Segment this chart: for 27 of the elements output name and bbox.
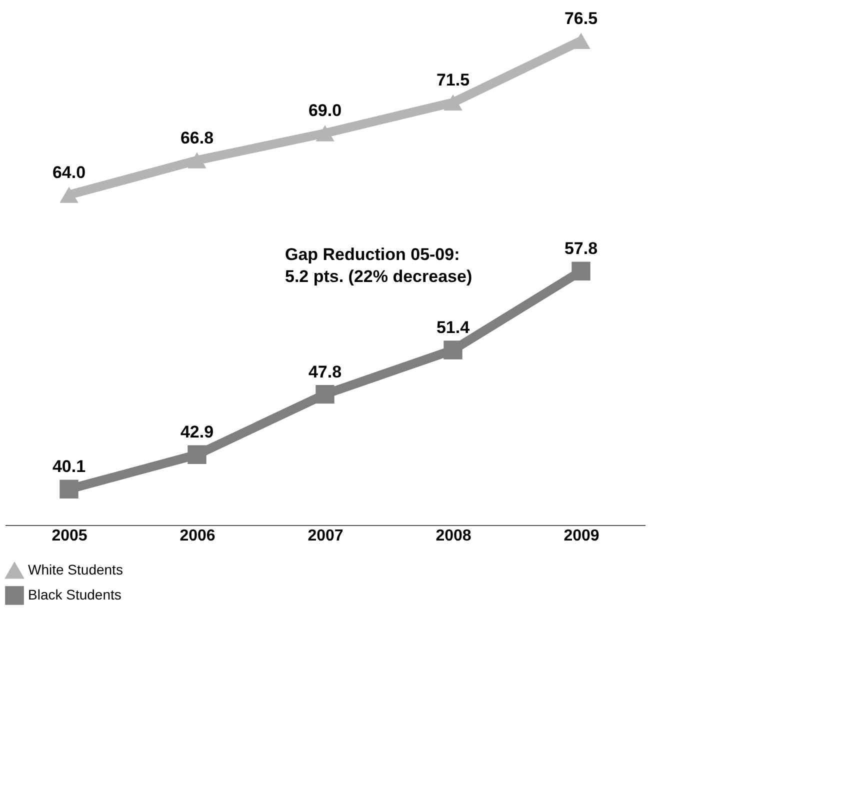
data-label: 69.0: [308, 101, 342, 120]
legend-label: Black Students: [28, 586, 122, 602]
data-label: 64.0: [52, 162, 86, 182]
legend-label: White Students: [28, 562, 123, 578]
x-tick-label: 2007: [308, 528, 344, 544]
point: [444, 94, 462, 111]
x-tick-label: 2009: [564, 528, 600, 544]
point: [188, 152, 206, 168]
annotation: Gap Reduction 05-09: 5.2 pts. (22% decrease): [285, 245, 472, 286]
data-label: 76.5: [564, 8, 598, 28]
data-label: 66.8: [180, 128, 214, 148]
data-label: 40.1: [52, 457, 86, 476]
data-label: 57.8: [564, 239, 598, 258]
x-tick-label: 2008: [436, 528, 472, 544]
x-tick-label: 2005: [52, 528, 88, 544]
x-tick-label: 2006: [180, 528, 216, 544]
point: [60, 186, 78, 203]
data-label: 42.9: [180, 422, 214, 442]
point: [444, 340, 462, 360]
point: [316, 384, 334, 404]
data-label: 51.4: [436, 318, 470, 337]
point: [316, 125, 334, 142]
point: [188, 445, 206, 464]
point: [60, 480, 78, 498]
point: [572, 262, 590, 281]
data-label: 47.8: [308, 362, 342, 382]
data-label: 71.5: [436, 70, 470, 90]
